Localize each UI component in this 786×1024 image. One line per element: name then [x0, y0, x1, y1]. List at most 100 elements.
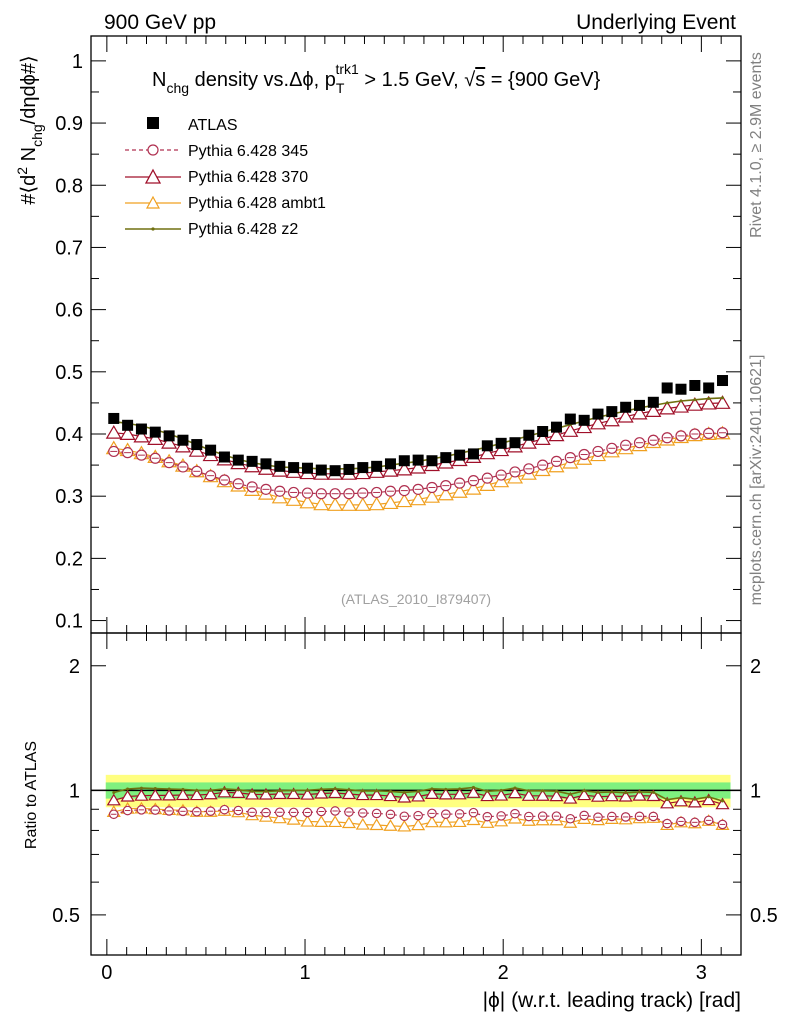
ratio-y-label: Ratio to ATLAS	[23, 741, 40, 849]
legend-marker-z2	[151, 227, 155, 231]
main-y-tick-label: 0.4	[55, 424, 83, 446]
ratio-point-p370	[231, 786, 246, 798]
point-z2	[693, 398, 697, 402]
ratio-y-tick-label: 2	[69, 656, 80, 678]
ratio-point-p370	[300, 787, 315, 800]
main-y-tick-label: 0.6	[55, 300, 83, 322]
point-p370	[188, 443, 205, 457]
ratio-point-p370	[217, 785, 232, 798]
ratio-point-z2	[305, 788, 309, 792]
ratio-point-z2	[126, 787, 130, 791]
title-part1-sub: chg	[166, 80, 189, 96]
ratio-point-z2	[153, 787, 157, 791]
point-ambt1	[285, 492, 302, 506]
point-atlas	[398, 455, 410, 467]
legend-entry-p370: Pythia 6.428 370	[125, 168, 308, 186]
ratio-point-p370	[424, 787, 440, 799]
ratio-point-p370	[646, 789, 661, 802]
legend-entry-z2: Pythia 6.428 z2	[125, 221, 298, 238]
point-atlas	[191, 439, 203, 451]
point-atlas	[537, 426, 549, 438]
point-atlas	[717, 375, 729, 387]
point-atlas	[509, 437, 521, 449]
point-atlas	[550, 421, 562, 433]
point-ambt1	[271, 489, 288, 504]
point-atlas	[135, 423, 147, 435]
point-p370	[133, 428, 150, 443]
point-p370	[576, 419, 593, 434]
ratio-point-z2	[139, 786, 143, 790]
ratio-point-z2	[278, 789, 282, 793]
point-z2	[679, 399, 683, 403]
point-p370	[493, 442, 510, 457]
point-ambt1	[313, 496, 330, 511]
x-tick-label: 3	[696, 962, 707, 984]
ratio-point-ambt1	[341, 816, 357, 829]
ratio-point-ambt1	[328, 815, 343, 828]
point-atlas	[260, 458, 272, 470]
point-p370	[174, 438, 191, 453]
point-p370	[617, 408, 634, 423]
legend-marker-atlas	[147, 117, 159, 129]
ratio-y-ticks: 0.5 1 2 0.5 1 2	[52, 656, 778, 956]
ratio-y-tick-label-right: 2	[750, 656, 761, 678]
ratio-series-z2	[112, 785, 725, 803]
ratio-point-z2	[416, 789, 420, 793]
legend-label-atlas: ATLAS	[188, 117, 238, 134]
point-atlas	[578, 414, 590, 426]
point-ambt1	[479, 477, 496, 491]
ratio-point-p370	[549, 789, 564, 802]
point-atlas	[495, 437, 507, 449]
main-y-ticks: 0.1 0.2 0.3 0.4 0.5 0.6 0.7 0.8 0.9 1	[55, 51, 741, 633]
point-p370	[659, 400, 676, 415]
ratio-point-z2	[679, 796, 683, 800]
ratio-point-p370	[715, 797, 730, 810]
title-part3: > 1.5 GeV,	[359, 69, 464, 91]
point-p370	[548, 427, 565, 442]
point-ambt1	[382, 495, 399, 510]
x-axis-label: |ϕ| (w.r.t. leading track) [rad]	[483, 989, 741, 1012]
ratio-series-p370	[106, 785, 730, 810]
legend-label-ambt1: Pythia 6.428 ambt1	[188, 195, 326, 212]
ratio-y-tick-label-right: 1	[750, 780, 761, 802]
ratio-point-z2	[568, 792, 572, 796]
point-ambt1	[451, 484, 468, 498]
title-part2-sub: T	[336, 80, 345, 96]
point-atlas	[384, 458, 396, 470]
point-p370	[589, 415, 607, 430]
point-ambt1	[423, 489, 441, 503]
ratio-point-p370	[701, 793, 716, 806]
point-atlas	[523, 429, 535, 441]
ylabel-a: #⟨d	[18, 175, 40, 205]
ratio-y-tick-label-right: 0.5	[750, 905, 778, 927]
ratio-point-p370	[563, 791, 578, 804]
ratio-point-p370	[286, 787, 301, 800]
point-z2	[707, 397, 711, 401]
ratio-point-p370	[272, 787, 287, 800]
point-p370	[534, 431, 551, 445]
ratio-point-z2	[292, 788, 296, 792]
ratio-point-z2	[471, 785, 475, 789]
point-p370	[631, 405, 648, 420]
point-atlas	[122, 419, 134, 431]
point-p370	[700, 395, 717, 410]
ratio-point-ambt1	[452, 815, 467, 828]
point-atlas	[246, 455, 258, 467]
ratio-point-z2	[195, 788, 199, 792]
point-atlas	[689, 379, 701, 391]
point-ambt1	[340, 497, 358, 511]
ratio-point-p370	[660, 796, 675, 809]
legend-marker-ambt1	[145, 195, 161, 209]
title-part1: N	[152, 69, 166, 91]
analysis-watermark: (ATLAS_2010_I879407)	[341, 591, 491, 607]
ratio-point-z2	[222, 787, 226, 791]
main-y-tick-label: 0.7	[55, 237, 83, 259]
point-p370	[105, 424, 122, 439]
ratio-point-z2	[250, 789, 254, 793]
mcplots-label: mcplots.cern.ch [arXiv:2401.10621]	[748, 355, 765, 606]
ratio-point-p370	[162, 788, 177, 801]
ratio-point-ambt1	[272, 811, 287, 824]
point-atlas	[329, 465, 341, 477]
title-part2: density vs.Δϕ, p	[189, 69, 336, 91]
ratio-point-p370	[258, 787, 274, 800]
